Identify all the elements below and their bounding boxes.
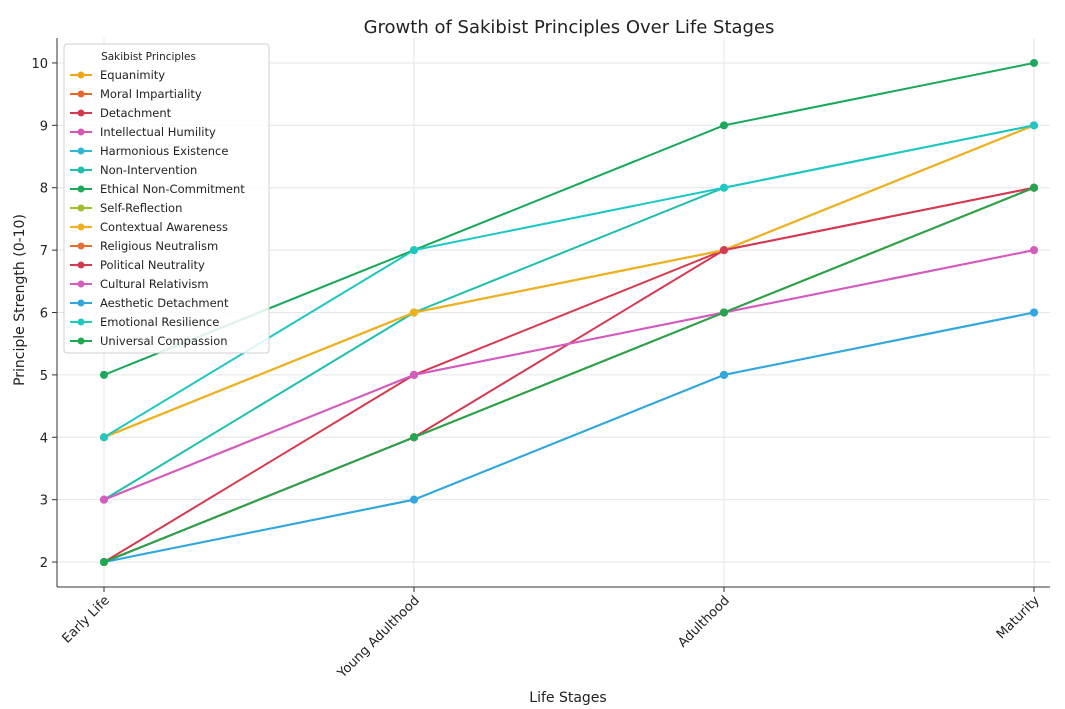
legend-marker (77, 223, 85, 231)
data-point (1030, 246, 1038, 255)
legend-label: Contextual Awareness (100, 220, 228, 234)
legend-marker (77, 71, 85, 79)
legend-label: Emotional Resilience (100, 315, 219, 329)
data-point (720, 308, 728, 317)
series-line (103, 249, 1035, 501)
legend-label: Harmonious Existence (100, 144, 228, 158)
series-line (103, 186, 1035, 563)
data-point (720, 183, 728, 192)
x-tick-label: Adulthood (675, 593, 732, 650)
legend-marker (77, 128, 85, 136)
data-point (1030, 183, 1038, 192)
data-point (410, 495, 418, 504)
legend-marker (77, 280, 85, 288)
legend-label: Equanimity (100, 68, 165, 82)
data-point (100, 495, 108, 504)
data-point (100, 433, 108, 442)
data-point (1030, 58, 1038, 67)
series-lines (100, 58, 1038, 567)
legend-item: Self-Reflection (70, 201, 182, 215)
legend-item: Moral Impartiality (70, 87, 202, 101)
data-point (1030, 308, 1038, 317)
legend-label: Intellectual Humility (100, 125, 216, 139)
legend-marker (77, 261, 85, 269)
data-point (720, 370, 728, 379)
legend-item: Harmonious Existence (70, 144, 228, 158)
legend-label: Religious Neutralism (100, 239, 218, 253)
data-point (1030, 121, 1038, 130)
y-tick-label: 8 (40, 182, 48, 197)
legend-marker (77, 299, 85, 307)
legend-label: Detachment (100, 106, 172, 120)
legend-item: Emotional Resilience (70, 315, 219, 329)
y-tick-label: 9 (40, 119, 48, 134)
series-line (103, 311, 1035, 564)
data-point (720, 246, 728, 255)
legend-item: Equanimity (70, 68, 165, 82)
legend-marker (77, 242, 85, 250)
legend-marker (77, 204, 85, 212)
series-line (103, 124, 1035, 439)
legend: Sakibist Principles Equanimity Moral Impar… (63, 43, 270, 354)
legend-marker (77, 337, 85, 345)
legend-item: Non-Intervention (70, 163, 197, 177)
data-point (410, 308, 418, 317)
legend-label: Political Neutrality (100, 258, 205, 272)
y-tick-label: 4 (40, 431, 48, 446)
legend-label: Cultural Relativism (100, 277, 209, 291)
y-tick-label: 6 (40, 307, 48, 322)
legend-item: Universal Compassion (70, 334, 228, 348)
legend-item: Aesthetic Detachment (70, 296, 229, 310)
legend-marker (77, 166, 85, 174)
x-tick-label: Early Life (60, 593, 113, 646)
legend-item: Political Neutrality (70, 258, 205, 272)
data-point (100, 558, 108, 567)
data-point (410, 433, 418, 442)
data-point (100, 370, 108, 379)
legend-title: Sakibist Principles (101, 51, 196, 63)
legend-marker (77, 109, 85, 117)
legend-item: Religious Neutralism (70, 239, 218, 253)
y-tick-label: 7 (40, 244, 48, 259)
legend-label: Ethical Non-Commitment (100, 182, 245, 196)
y-axis-label: Principle Strength (0-10) (12, 214, 28, 386)
y-tick-label: 10 (31, 57, 48, 72)
legend-label: Non-Intervention (100, 163, 197, 177)
y-tick-label: 2 (40, 556, 48, 571)
legend-label: Aesthetic Detachment (100, 296, 229, 310)
x-tick-label: Young Adulthood (334, 593, 423, 682)
x-axis-label: Life Stages (529, 690, 606, 706)
legend-label: Moral Impartiality (100, 87, 202, 101)
y-tick-label: 5 (40, 369, 48, 384)
y-tick-label: 3 (40, 494, 48, 509)
data-point (410, 246, 418, 255)
legend-marker (77, 185, 85, 193)
legend-box (63, 43, 270, 354)
legend-label: Universal Compassion (100, 334, 228, 348)
legend-item: Ethical Non-Commitment (70, 182, 245, 196)
chart-title: Growth of Sakibist Principles Over Life … (364, 17, 775, 38)
legend-label: Self-Reflection (100, 201, 182, 215)
legend-item: Cultural Relativism (70, 277, 209, 291)
legend-item: Detachment (70, 106, 172, 120)
legend-marker (77, 147, 85, 155)
data-point (410, 370, 418, 379)
legend-marker (77, 90, 85, 98)
series (100, 183, 1038, 567)
legend-marker (77, 318, 85, 326)
legend-item: Intellectual Humility (70, 125, 216, 139)
legend-item: Contextual Awareness (70, 220, 228, 234)
x-tick-label: Maturity (994, 593, 1043, 642)
data-point (720, 121, 728, 130)
